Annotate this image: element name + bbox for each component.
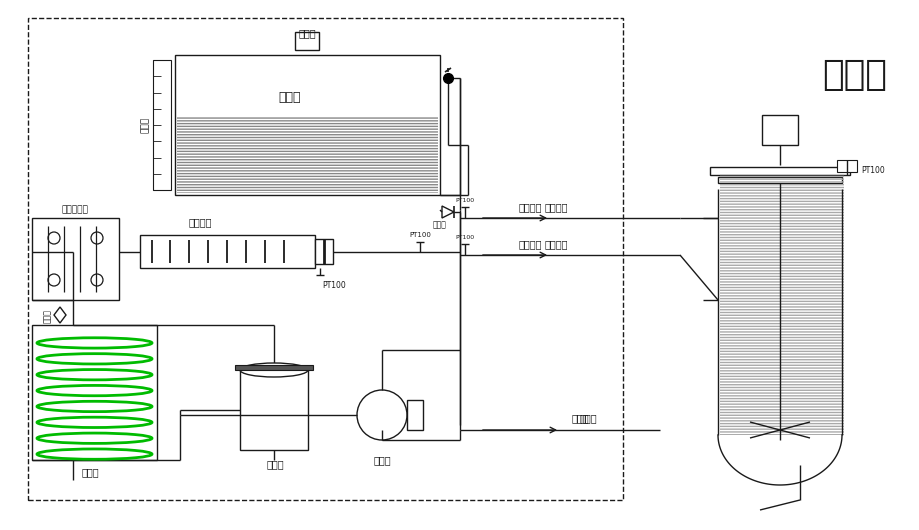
Bar: [761, 115, 797, 145]
Text: 介质出口: 介质出口: [544, 202, 568, 212]
Text: 介质出口: 介质出口: [517, 202, 541, 212]
Bar: [175, 55, 439, 195]
Bar: [28, 18, 622, 500]
Bar: [32, 218, 119, 300]
Bar: [153, 60, 171, 190]
Text: 循环泵: 循环泵: [373, 455, 391, 465]
Text: 加油口: 加油口: [298, 28, 315, 38]
Text: PT100: PT100: [322, 280, 346, 289]
Bar: [836, 160, 857, 172]
Text: PT100: PT100: [409, 232, 430, 238]
Text: 排液口: 排液口: [571, 413, 588, 423]
Bar: [32, 325, 157, 460]
Text: 膨胀槽: 膨胀槽: [278, 91, 301, 103]
Text: 电加热器: 电加热器: [188, 217, 211, 227]
Text: 介质进口: 介质进口: [517, 239, 541, 249]
Text: 反应釜: 反应釜: [822, 58, 887, 92]
Bar: [720, 174, 843, 435]
Text: 板式换热器: 板式换热器: [62, 206, 88, 215]
Text: 排液口: 排液口: [579, 413, 597, 423]
Text: 压缩机: 压缩机: [266, 459, 283, 469]
Bar: [314, 239, 333, 264]
Bar: [295, 32, 319, 50]
Bar: [176, 116, 437, 193]
Bar: [717, 177, 841, 183]
Text: 液位计: 液位计: [141, 117, 149, 133]
Text: 介质进口: 介质进口: [544, 239, 568, 249]
Bar: [709, 167, 849, 175]
Bar: [140, 235, 314, 268]
Bar: [406, 400, 423, 430]
Bar: [240, 370, 308, 450]
Bar: [234, 365, 312, 370]
Text: PT100: PT100: [860, 165, 884, 174]
Circle shape: [357, 390, 406, 440]
Text: 膨胀阀: 膨胀阀: [42, 309, 51, 323]
Text: PT100: PT100: [455, 234, 474, 240]
Text: PT100: PT100: [455, 198, 474, 202]
Text: 单向阀: 单向阀: [433, 220, 447, 229]
Text: 冷凝器: 冷凝器: [81, 467, 98, 477]
Ellipse shape: [240, 363, 308, 377]
